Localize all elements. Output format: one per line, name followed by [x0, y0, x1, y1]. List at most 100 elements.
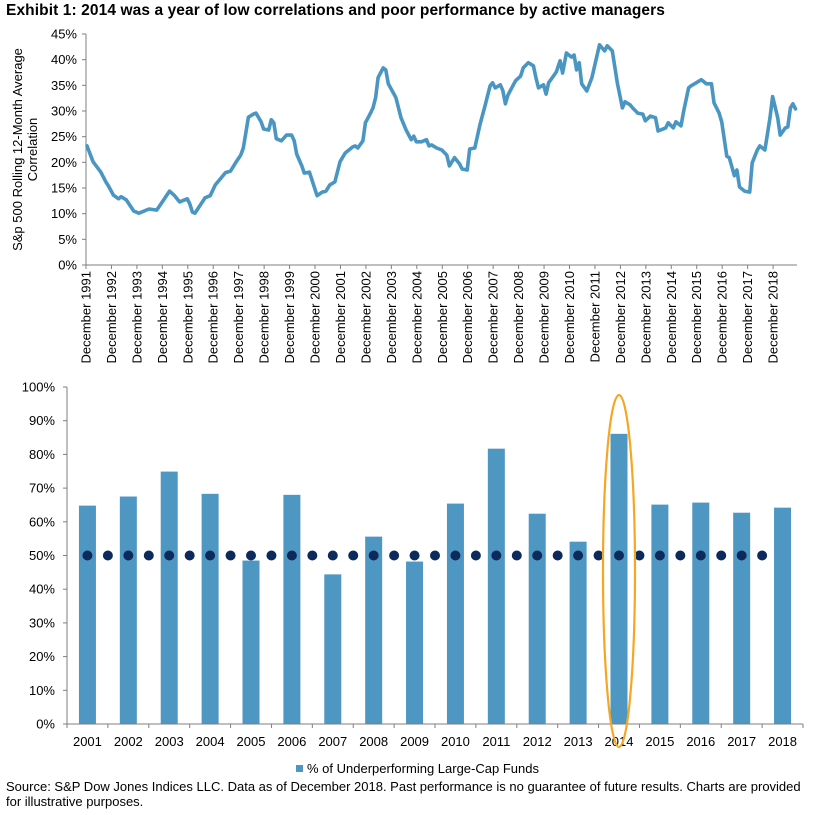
- bar-x-tick-label: 2003: [155, 734, 184, 749]
- line-x-tick-label: December 1994: [155, 271, 170, 364]
- bar-x-tick-label: 2016: [686, 734, 715, 749]
- reference-dot: [327, 550, 338, 561]
- bar-y-tick-label: 90%: [29, 413, 55, 428]
- reference-dot: [552, 550, 563, 561]
- bar-y-tick-label: 40%: [29, 582, 55, 597]
- bar-2002: [119, 496, 137, 724]
- bar-x-tick-label: 2001: [73, 734, 102, 749]
- line-x-tick-label: December 2012: [613, 271, 628, 364]
- bar-y-tick-label: 30%: [29, 615, 55, 630]
- line-y-tick-label: 35%: [51, 78, 77, 93]
- bar-x-tick-label: 2011: [482, 734, 510, 749]
- bar-x-tick-label: 2013: [564, 734, 593, 749]
- line-x-tick-label: December 2008: [511, 271, 526, 364]
- bar-2007: [324, 574, 342, 724]
- line-y-tick-label: 30%: [51, 104, 77, 119]
- bar-2001: [78, 505, 96, 724]
- line-x-tick-label: December 1998: [257, 271, 272, 364]
- reference-dot: [123, 550, 134, 561]
- bar-y-tick-label: 50%: [29, 548, 55, 563]
- line-y-tick-label: 45%: [51, 27, 77, 42]
- bar-x-tick-label: 2012: [523, 734, 552, 749]
- bar-x-tick-label: 2015: [645, 734, 674, 749]
- reference-dot: [716, 550, 727, 561]
- line-x-tick-label: December 2010: [562, 271, 577, 364]
- bar-x-tick-label: 2017: [727, 734, 756, 749]
- line-x-tick-label: December 2007: [486, 271, 501, 364]
- bar-2013: [569, 541, 587, 724]
- bar-legend: % of Underperforming Large-Cap Funds: [296, 761, 539, 776]
- reference-dot: [348, 550, 359, 561]
- reference-dot: [184, 550, 195, 561]
- bar-x-tick-label: 2002: [114, 734, 143, 749]
- bar-x-tick-label: 2006: [277, 734, 306, 749]
- reference-dot: [470, 550, 481, 561]
- line-x-tick-label: December 1991: [79, 271, 94, 364]
- reference-dot: [675, 550, 686, 561]
- bar-x-tick-label: 2014: [605, 734, 634, 749]
- reference-dot: [450, 550, 461, 561]
- line-x-tick-label: December 2011: [587, 271, 602, 363]
- line-x-tick-label: December 2013: [638, 271, 653, 364]
- line-y-tick-label: 0%: [58, 258, 77, 273]
- line-x-tick-label: December 2005: [435, 271, 450, 364]
- correlation-series-line: [85, 43, 798, 215]
- bar-y-tick-label: 100%: [22, 380, 56, 395]
- bar-2016: [692, 502, 710, 724]
- bar-x-tick-label: 2008: [359, 734, 388, 749]
- bar-2008: [365, 536, 383, 724]
- line-x-tick-label: December 2018: [766, 271, 781, 364]
- line-y-tick-label: 15%: [51, 181, 77, 196]
- bar-x-tick-label: 2018: [768, 734, 797, 749]
- bar-2006: [283, 494, 301, 724]
- reference-dot: [614, 550, 624, 561]
- reference-dot: [102, 550, 113, 561]
- exhibit-title: Exhibit 1: 2014 was a year of low correl…: [6, 2, 665, 19]
- legend-swatch: [296, 765, 303, 772]
- bar-x-tick-label: 2009: [400, 734, 429, 749]
- source-note: Source: S&P Dow Jones Indices LLC. Data …: [6, 779, 801, 809]
- correlation-line-chart: 0% 5% 10% 15% 20% 25% 30% 35% 40% 45% December 19…: [10, 27, 798, 364]
- reference-dot: [573, 550, 584, 561]
- bar-2018: [774, 507, 792, 724]
- bar-x-tick-label: 2007: [318, 734, 347, 749]
- reference-dot: [368, 550, 379, 561]
- bar-y-axis: 0% 10% 20% 30% 40% 50% 60% 70% 80% 90% 100%: [22, 380, 68, 732]
- reference-dot: [736, 550, 747, 561]
- reference-dot: [164, 550, 175, 561]
- line-x-tick-label: December 2002: [358, 271, 373, 364]
- line-y-tick-label: 25%: [51, 129, 77, 144]
- line-x-tick-label: December 2009: [537, 271, 552, 364]
- line-x-tick-label: December 1999: [282, 271, 297, 364]
- bar-2010: [446, 503, 464, 724]
- bar-x-tick-label: 2005: [237, 734, 266, 749]
- bar-2014: [610, 433, 628, 724]
- bar-y-tick-label: 70%: [29, 481, 55, 496]
- bar-2011: [487, 448, 505, 724]
- reference-dot: [654, 550, 665, 561]
- line-y-tick-label: 10%: [51, 206, 77, 221]
- reference-dot: [491, 550, 502, 561]
- line-x-tick-label: December 2004: [409, 271, 424, 364]
- fifty-percent-reference-dots: [82, 550, 768, 561]
- line-x-tick-label: December 2006: [460, 271, 475, 364]
- line-x-tick-label: December 1993: [129, 271, 144, 364]
- line-x-tick-label: December 1997: [231, 271, 246, 364]
- reference-dot: [532, 550, 543, 561]
- bar-y-tick-label: 80%: [29, 447, 55, 462]
- line-x-tick-label: December 2000: [308, 271, 323, 364]
- reference-dot: [225, 550, 236, 561]
- bar-y-tick-label: 60%: [29, 514, 55, 529]
- bar-2009: [406, 561, 424, 724]
- line-x-tick-label: December 1996: [206, 271, 221, 364]
- line-y-axis: 0% 5% 10% 15% 20% 25% 30% 35% 40% 45%: [51, 27, 87, 273]
- bar-y-tick-label: 20%: [29, 649, 55, 664]
- bar-2005: [242, 560, 260, 724]
- reference-dot: [205, 550, 216, 561]
- line-x-tick-label: December 2017: [740, 271, 755, 364]
- line-x-tick-label: December 2015: [689, 271, 704, 364]
- reference-dot: [695, 550, 706, 561]
- reference-dot: [266, 550, 277, 561]
- line-x-tick-label: December 1995: [180, 271, 195, 364]
- reference-dot: [389, 550, 400, 561]
